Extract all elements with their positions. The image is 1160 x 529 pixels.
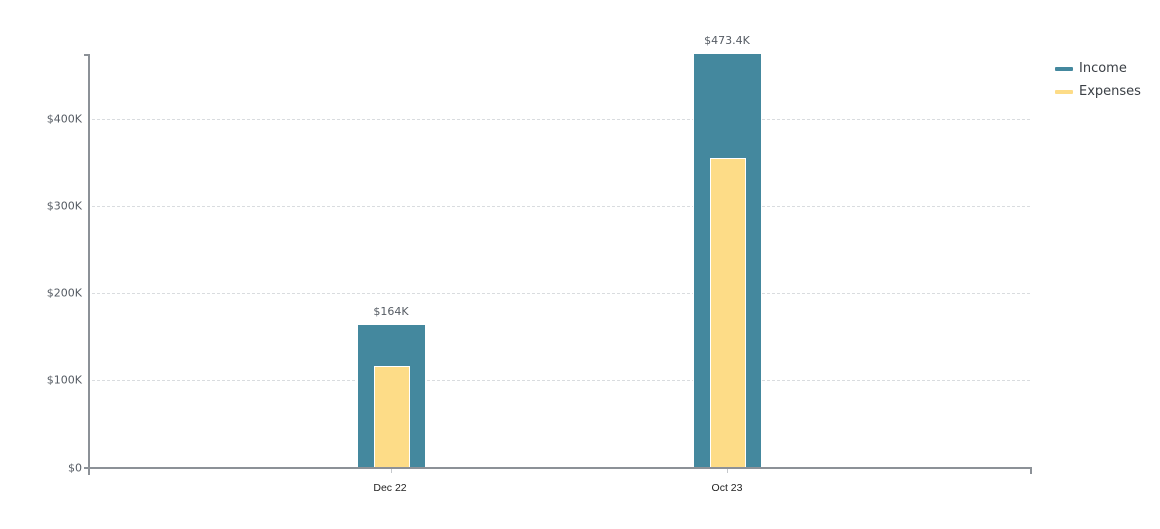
y-tick-label: $300K xyxy=(46,199,82,213)
gridline-100k xyxy=(92,380,1030,381)
x-axis xyxy=(84,467,1032,469)
income-value-label-oct-23: $473.4K xyxy=(704,34,750,47)
y-tick-label: $100K xyxy=(46,373,82,387)
legend-label-income: Income xyxy=(1079,61,1127,76)
gridline-200k xyxy=(92,293,1030,294)
bar-expenses-oct-23[interactable] xyxy=(710,158,746,468)
legend: Income Expenses xyxy=(1055,57,1141,103)
legend-swatch-expenses xyxy=(1055,89,1073,94)
y-tick-label: $400K xyxy=(46,112,82,126)
bar-expenses-dec-22[interactable] xyxy=(374,366,410,468)
x-tick xyxy=(391,469,392,473)
x-tick-label-dec-22: Dec 22 xyxy=(373,482,407,494)
gridline-300k xyxy=(92,206,1030,207)
legend-item-expenses[interactable]: Expenses xyxy=(1055,80,1141,103)
income-value-label-dec-22: $164K xyxy=(373,305,409,318)
legend-swatch-income xyxy=(1055,66,1073,71)
y-axis xyxy=(88,54,90,475)
y-tick-label: $0 xyxy=(68,461,82,475)
x-tick xyxy=(727,469,728,473)
y-tick-label: $200K xyxy=(46,286,82,300)
gridline-400k xyxy=(92,119,1030,120)
x-axis-cap xyxy=(1030,467,1032,474)
y-axis-cap xyxy=(84,54,90,56)
legend-item-income[interactable]: Income xyxy=(1055,57,1141,80)
x-tick-label-oct-23: Oct 23 xyxy=(711,482,743,494)
legend-label-expenses: Expenses xyxy=(1079,84,1141,99)
